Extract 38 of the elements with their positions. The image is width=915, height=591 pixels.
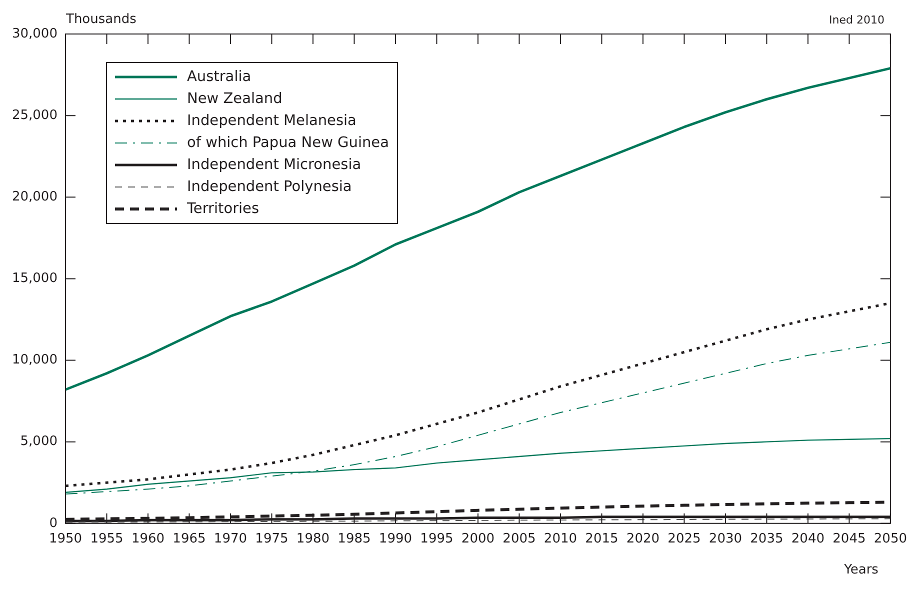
y-tick-label: 5,000	[20, 434, 58, 450]
x-tick-label: 2040	[791, 532, 825, 547]
x-tick-label: 1995	[420, 532, 454, 547]
x-tick-label: 2025	[668, 532, 701, 547]
y-tick-label: 10,000	[12, 352, 58, 368]
x-tick-label: 1960	[131, 532, 165, 547]
x-tick-label: 2035	[750, 532, 784, 547]
x-tick-label: 2000	[461, 532, 495, 547]
x-tick-label: 1975	[255, 532, 288, 547]
legend-label: Australia	[187, 68, 252, 87]
x-tick-label: 1985	[338, 532, 371, 547]
x-tick-label: 1980	[296, 532, 330, 547]
text: Ined 2010	[828, 13, 884, 26]
x-tick-label: 2050	[874, 532, 908, 547]
legend-label: Independent Micronesia	[187, 156, 362, 175]
y-tick-label: 15,000	[12, 271, 58, 286]
legend-label: of which Papua New Guinea	[187, 134, 389, 153]
x-tick-label: 2045	[832, 532, 866, 547]
x-tick-label: 2015	[585, 532, 618, 547]
x-tick-label: 2005	[502, 532, 536, 547]
x-tick-label: 1950	[48, 532, 82, 547]
y-tick-label: 30,000	[12, 26, 58, 42]
x-tick-label: 1965	[172, 532, 206, 547]
legend-label: Independent Melanesia	[187, 112, 356, 131]
y-tick-label: 0	[49, 516, 58, 531]
x-tick-label: 2030	[708, 532, 742, 547]
x-tick-label: 2010	[544, 532, 578, 547]
legend-label: Independent Polynesia	[187, 178, 352, 197]
x-tick-label: 2020	[626, 532, 660, 547]
y-tick-label: 25,000	[12, 108, 58, 123]
x-tick-label: 1970	[214, 532, 248, 547]
x-tick-label: 1990	[378, 532, 412, 547]
y-axis-title: Thousands	[65, 12, 137, 27]
legend-label: Territories	[187, 200, 260, 219]
legend-label: New Zealand	[187, 90, 282, 109]
x-tick-label: 1955	[90, 532, 124, 547]
x-axis-title: Years	[843, 562, 879, 578]
y-tick-label: 20,000	[12, 190, 58, 205]
